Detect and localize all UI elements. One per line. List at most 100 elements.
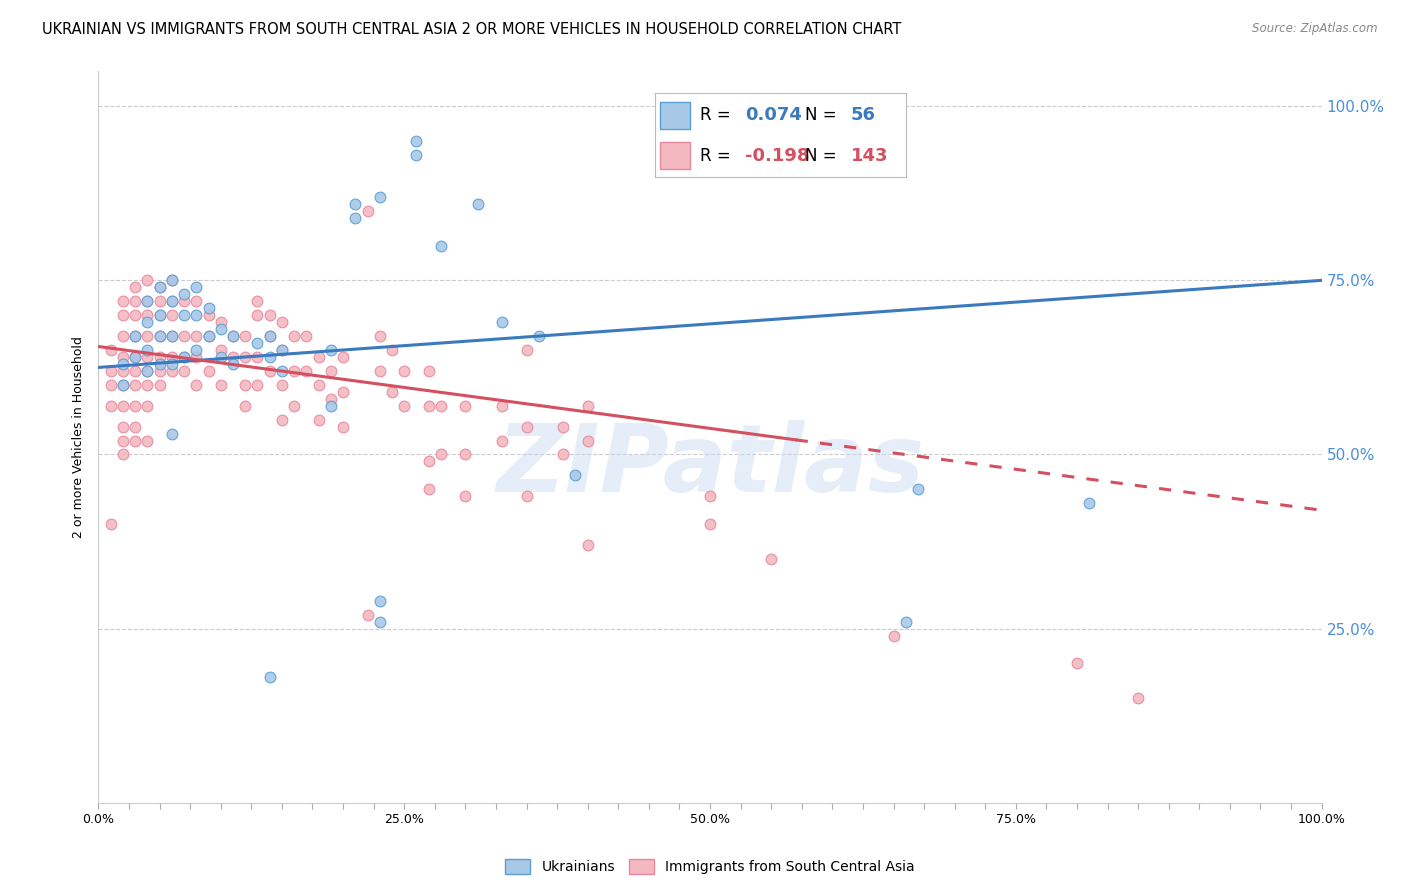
Point <box>381 384 404 399</box>
Point <box>259 364 281 378</box>
Point <box>111 419 134 434</box>
Point <box>149 364 172 378</box>
Point <box>100 364 122 378</box>
Point <box>173 329 195 343</box>
Point <box>515 419 537 434</box>
Point <box>149 308 172 322</box>
Point <box>124 364 146 378</box>
Point <box>209 315 232 329</box>
Point <box>368 615 391 629</box>
Point <box>136 434 159 448</box>
Legend: Ukrainians, Immigrants from South Central Asia: Ukrainians, Immigrants from South Centra… <box>499 854 921 880</box>
Point <box>160 364 183 378</box>
Point <box>259 670 281 684</box>
Point <box>491 315 513 329</box>
Point <box>100 399 122 413</box>
Point <box>332 384 354 399</box>
Point <box>576 434 599 448</box>
Point <box>136 329 159 343</box>
Point <box>124 350 146 364</box>
Point <box>186 329 208 343</box>
Point <box>124 329 146 343</box>
Point <box>136 294 159 309</box>
Point <box>111 377 134 392</box>
Point <box>259 329 281 343</box>
Point <box>270 364 294 378</box>
Point <box>149 350 172 364</box>
Point <box>136 315 159 329</box>
Point <box>246 294 269 309</box>
Point <box>907 483 929 497</box>
Point <box>136 273 159 287</box>
Text: R =: R = <box>700 106 737 124</box>
Point <box>160 294 183 309</box>
Point <box>160 426 183 441</box>
Point <box>1078 496 1101 510</box>
Point <box>173 287 195 301</box>
Point <box>124 419 146 434</box>
Point <box>319 392 342 406</box>
Point <box>160 329 183 343</box>
Point <box>197 329 219 343</box>
Point <box>100 377 122 392</box>
Point <box>368 329 391 343</box>
Point <box>149 280 172 294</box>
Point <box>136 377 159 392</box>
Point <box>418 483 440 497</box>
Point <box>270 412 294 426</box>
Bar <box>659 102 690 128</box>
Point <box>308 412 330 426</box>
Text: ZIPatlas: ZIPatlas <box>496 420 924 512</box>
Point <box>418 454 440 468</box>
Point <box>149 294 172 309</box>
Point <box>111 364 134 378</box>
Point <box>319 343 342 357</box>
Point <box>259 308 281 322</box>
Point <box>259 329 281 343</box>
Point <box>209 343 232 357</box>
Point <box>233 329 256 343</box>
Point <box>515 343 537 357</box>
Point <box>319 399 342 413</box>
Text: R =: R = <box>700 146 737 164</box>
Point <box>270 315 294 329</box>
Point <box>111 294 134 309</box>
Point <box>233 377 256 392</box>
Point <box>111 399 134 413</box>
Point <box>381 343 404 357</box>
Point <box>136 343 159 357</box>
Point <box>186 377 208 392</box>
Point <box>1066 657 1088 671</box>
Point <box>356 203 378 218</box>
Point <box>344 211 367 225</box>
Point <box>160 350 183 364</box>
Point <box>233 350 256 364</box>
Point <box>491 434 513 448</box>
Point <box>124 280 146 294</box>
Point <box>186 350 208 364</box>
Point <box>430 399 453 413</box>
Point <box>270 343 294 357</box>
Point <box>392 364 416 378</box>
Point <box>295 364 318 378</box>
Point <box>160 357 183 371</box>
Point <box>368 594 391 608</box>
Point <box>124 434 146 448</box>
Point <box>136 364 159 378</box>
Point <box>124 377 146 392</box>
Point <box>430 448 453 462</box>
Point <box>699 517 721 532</box>
Point <box>186 294 208 309</box>
Point <box>124 399 146 413</box>
Point <box>149 308 172 322</box>
Point <box>222 350 245 364</box>
Point <box>467 196 489 211</box>
Text: 0.074: 0.074 <box>745 106 803 124</box>
Point <box>761 552 783 566</box>
Point <box>197 301 219 316</box>
Point <box>368 364 391 378</box>
Point <box>173 350 195 364</box>
Point <box>270 377 294 392</box>
Point <box>173 294 195 309</box>
Point <box>160 329 183 343</box>
